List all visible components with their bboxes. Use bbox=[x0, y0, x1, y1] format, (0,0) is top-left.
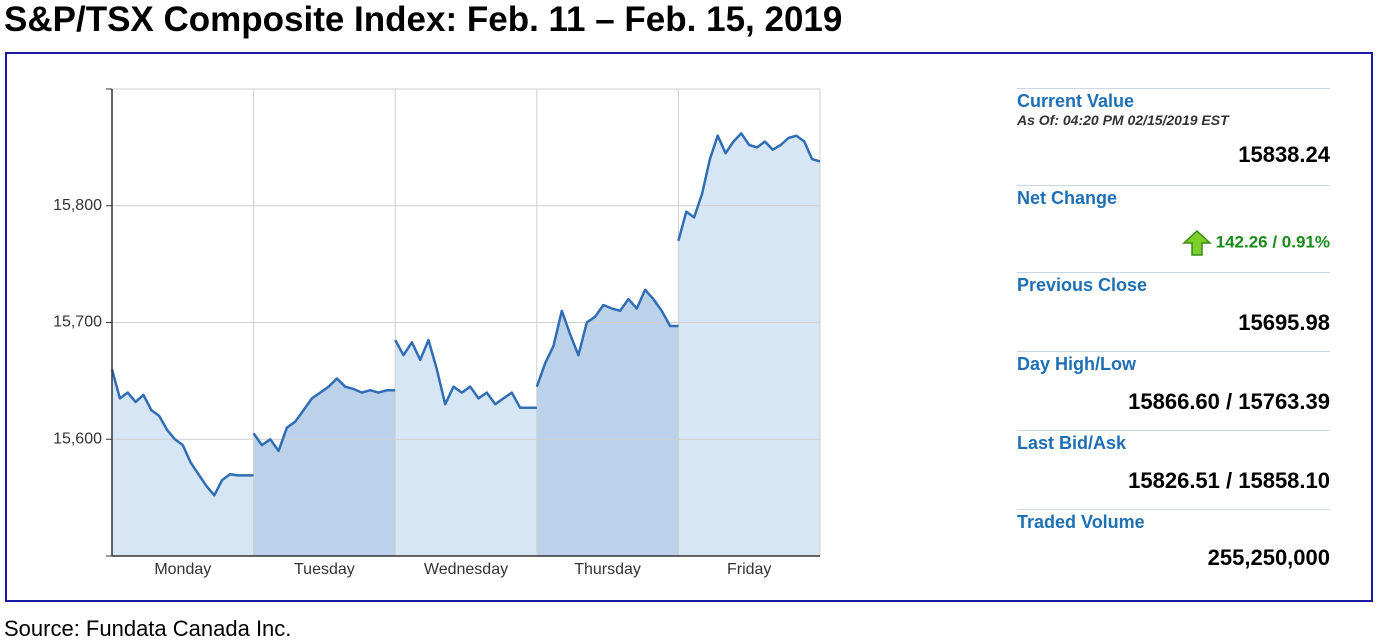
up-arrow bbox=[1181, 229, 1212, 256]
source-note: Source: Fundata Canada Inc. bbox=[4, 616, 292, 641]
quote-panel: Current Value As Of: 04:20 PM 02/15/2019… bbox=[1017, 88, 1330, 580]
frame bbox=[5, 52, 1373, 602]
line bbox=[677, 132, 821, 242]
area bbox=[678, 133, 820, 556]
quote-row: Previous Close 15695.98 bbox=[1017, 272, 1330, 351]
quote-value: 255,250,000 bbox=[1207, 545, 1330, 570]
quote-value: 15866.60 / 15763.39 bbox=[1128, 389, 1330, 414]
x-tick-label: Friday bbox=[727, 561, 771, 578]
y-tick-label: 15,700 bbox=[53, 314, 102, 331]
quote-row: Net Change 142.26 / 0.91% bbox=[1017, 185, 1330, 272]
quote-label: Day High/Low bbox=[1017, 354, 1137, 374]
quote-label: Net Change bbox=[1017, 188, 1118, 208]
change-text: 142.26 / 0.91% bbox=[1215, 232, 1330, 252]
y-tick-label: 15,800 bbox=[53, 197, 102, 214]
area bbox=[112, 369, 254, 556]
line bbox=[252, 377, 396, 453]
area bbox=[536, 289, 679, 556]
quote-row: Current Value As Of: 04:20 PM 02/15/2019… bbox=[1017, 88, 1330, 185]
area bbox=[253, 378, 396, 556]
quote-value: 15826.51 / 15858.10 bbox=[1128, 468, 1330, 493]
area bbox=[395, 340, 537, 556]
x-tick-label: Monday bbox=[154, 561, 211, 578]
quote-value: 15695.98 bbox=[1238, 310, 1330, 335]
x-tick-label: Tuesday bbox=[294, 561, 355, 578]
line bbox=[110, 368, 254, 497]
line bbox=[394, 338, 537, 409]
quote-row: Day High/Low 15866.60 / 15763.39 bbox=[1017, 351, 1330, 430]
quote-label: Traded Volume bbox=[1017, 512, 1145, 532]
quote-label: Previous Close bbox=[1017, 275, 1148, 295]
x-tick-label: Thursday bbox=[574, 561, 641, 578]
quote-change: 142.26 / 0.91% bbox=[1017, 229, 1330, 257]
x-tick-label: Wednesday bbox=[424, 561, 508, 578]
quote-label: Last Bid/Ask bbox=[1017, 433, 1127, 453]
quote-note: As Of: 04:20 PM 02/15/2019 EST bbox=[1017, 112, 1229, 128]
quote-value: 15838.24 bbox=[1238, 142, 1330, 167]
quote-row: Traded Volume 255,250,000 bbox=[1017, 509, 1330, 580]
quote-label: Current Value bbox=[1017, 91, 1135, 111]
quote-row: Last Bid/Ask 15826.51 / 15858.10 bbox=[1017, 430, 1330, 509]
y-tick-label: 15,600 bbox=[53, 430, 102, 447]
page-title: S&P/TSX Composite Index: Feb. 11 – Feb. … bbox=[4, 0, 843, 39]
line bbox=[535, 288, 679, 388]
